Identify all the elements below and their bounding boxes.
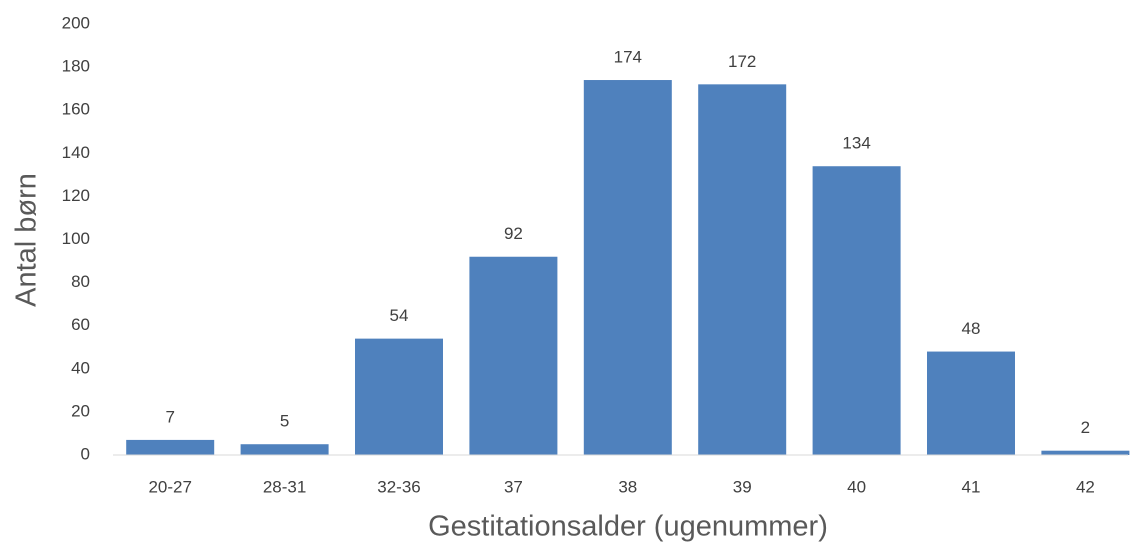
x-tick-label: 42 bbox=[1076, 477, 1095, 496]
y-tick-label: 60 bbox=[71, 315, 90, 334]
bar bbox=[355, 338, 443, 455]
bar bbox=[469, 256, 558, 455]
y-tick-label: 0 bbox=[81, 444, 90, 463]
y-tick-label: 180 bbox=[62, 57, 90, 76]
bar bbox=[812, 166, 901, 456]
data-label: 2 bbox=[1081, 418, 1090, 437]
bar bbox=[698, 84, 787, 455]
bar bbox=[1041, 450, 1130, 455]
bar bbox=[126, 439, 215, 455]
y-axis-title: Antal børn bbox=[11, 173, 43, 307]
data-label: 5 bbox=[280, 412, 289, 431]
data-label: 54 bbox=[390, 306, 409, 325]
x-tick-label: 40 bbox=[847, 477, 866, 496]
y-tick-label: 200 bbox=[62, 13, 90, 32]
data-label: 134 bbox=[842, 134, 870, 153]
x-tick-label: 39 bbox=[733, 477, 752, 496]
y-tick-label: 140 bbox=[62, 143, 90, 162]
data-label: 7 bbox=[165, 407, 174, 426]
y-tick-label: 120 bbox=[62, 186, 90, 205]
x-tick-label: 38 bbox=[618, 477, 637, 496]
y-tick-label: 40 bbox=[71, 358, 90, 377]
y-tick-label: 80 bbox=[71, 272, 90, 291]
data-label: 174 bbox=[614, 48, 642, 67]
x-tick-label: 28-31 bbox=[263, 477, 306, 496]
bar bbox=[927, 351, 1015, 455]
x-tick-label: 37 bbox=[504, 477, 523, 496]
x-tick-label: 41 bbox=[962, 477, 981, 496]
y-tick-label: 20 bbox=[71, 401, 90, 420]
y-tick-label: 100 bbox=[62, 229, 90, 248]
data-label: 172 bbox=[728, 52, 756, 71]
x-tick-label: 32-36 bbox=[377, 477, 420, 496]
x-tick-label: 20-27 bbox=[148, 477, 191, 496]
y-tick-label: 160 bbox=[62, 100, 90, 119]
x-axis-title: Gestitationsalder (ugenummer) bbox=[428, 511, 828, 543]
bar bbox=[583, 80, 672, 455]
data-label: 48 bbox=[962, 319, 981, 338]
bar bbox=[240, 444, 329, 455]
data-label: 92 bbox=[504, 224, 523, 243]
